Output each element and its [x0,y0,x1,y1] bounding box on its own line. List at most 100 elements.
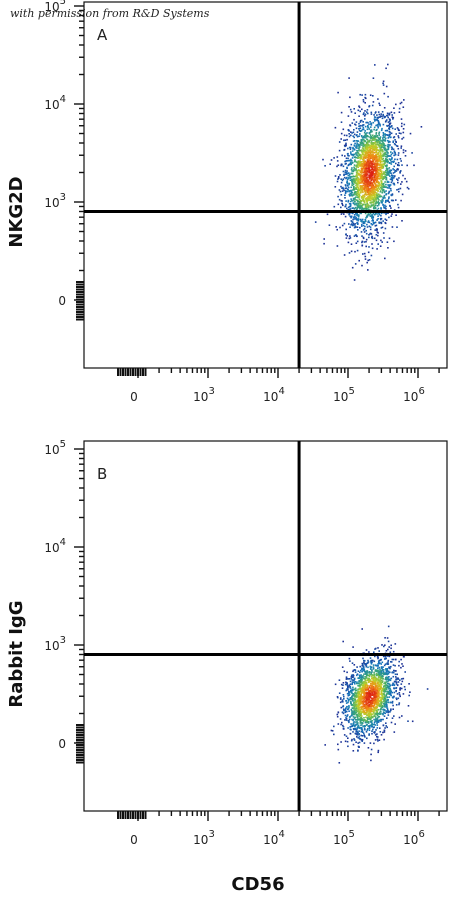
event-dot [399,695,401,698]
event-dot [375,133,377,135]
event-dot [349,685,352,688]
event-dot [359,186,361,188]
event-dot [380,666,383,668]
event-dot [357,143,359,146]
event-dot [379,688,382,690]
event-dot [379,147,381,149]
event-dot [348,678,351,680]
event-dot [366,223,368,226]
event-dot [387,677,389,680]
event-dot [396,127,399,129]
event-dot [368,198,370,201]
event-dot [354,197,356,199]
event-dot [372,713,374,715]
event-dot [391,127,394,130]
event-dot [356,235,358,237]
event-dot [372,667,375,670]
event-dot [369,148,371,151]
event-dot [404,671,406,673]
event-dot [356,154,359,156]
event-dot [375,708,378,710]
event-dot [356,681,358,683]
event-dot [383,237,385,239]
event-dot [359,226,361,229]
event-dot [371,162,373,164]
event-dot [354,702,357,704]
event-dot [377,664,379,667]
event-dot [355,175,358,178]
event-dot [352,704,355,706]
event-dot [374,174,376,177]
event-dot [361,735,364,737]
event-dot [391,213,393,215]
event-dot [366,670,368,672]
event-dot [356,222,358,224]
event-dot [344,683,347,686]
event-dot [368,685,371,688]
event-dot [362,163,364,165]
event-dot [388,689,391,692]
event-dot [375,139,378,142]
event-dot [382,123,385,126]
event-dot [384,155,387,158]
event-dot [367,196,370,198]
event-dot [395,690,397,693]
event-dot [366,197,368,199]
event-dot [369,187,372,190]
event-dot [384,696,386,698]
event-dot [348,133,350,135]
event-dot [390,111,393,114]
event-dot [386,692,388,695]
event-dot [374,714,376,716]
event-dot [382,153,384,155]
event-dot [380,227,383,229]
event-dot [382,183,384,186]
event-dot [363,688,365,690]
event-dot [384,658,386,660]
event-dot [361,165,363,168]
event-dot [350,216,352,219]
event-dot [359,685,361,688]
event-dot [368,729,371,731]
event-dot [337,748,340,751]
event-dot [378,713,380,715]
event-dot [381,693,383,696]
event-dot [344,740,347,743]
event-dot [400,147,402,149]
event-dot [354,688,357,690]
event-dot [382,700,385,703]
event-dot [384,682,387,685]
event-dot [361,668,363,671]
event-dot [379,148,382,151]
event-dot [356,162,359,164]
event-dot [369,202,371,204]
event-dot [380,720,382,722]
event-dot [366,142,369,144]
event-dot [361,264,363,267]
event-dot [380,705,383,708]
event-dot [386,710,389,712]
event-dot [387,145,389,148]
event-dot [371,215,374,217]
event-dot [367,251,370,254]
event-dot [366,711,368,713]
event-dot [364,102,366,104]
event-dot [357,204,359,207]
event-dot [383,136,386,139]
event-dot [379,668,381,671]
event-dot [352,697,354,700]
event-dot [362,176,365,178]
event-dot [381,143,384,145]
event-dot [372,188,374,190]
event-dot [369,657,372,659]
event-dot [374,731,376,733]
event-dot [348,135,351,138]
event-dot [371,142,373,144]
event-dot [375,174,377,177]
event-dot [363,666,365,669]
event-dot [364,728,366,731]
event-dot [351,662,354,664]
event-dot [379,702,382,704]
event-dot [340,697,342,699]
event-dot [382,167,385,169]
